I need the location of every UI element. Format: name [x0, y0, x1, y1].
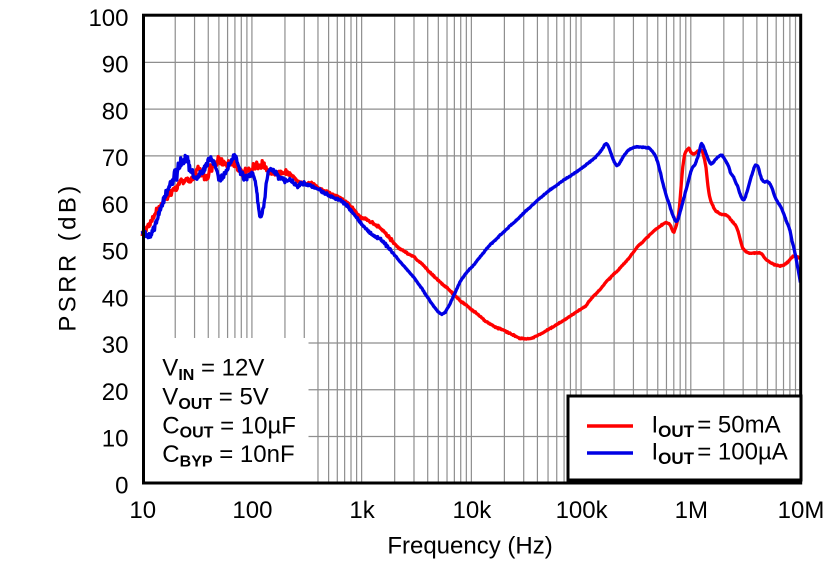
svg-text:20: 20 [102, 379, 129, 406]
svg-text:PSRR (dB): PSRR (dB) [55, 182, 82, 331]
svg-text:10M: 10M [778, 497, 825, 524]
svg-text:80: 80 [102, 98, 129, 125]
svg-text:30: 30 [102, 332, 129, 359]
svg-text:50: 50 [102, 239, 129, 266]
svg-text:100k: 100k [556, 497, 609, 524]
svg-text:100: 100 [232, 497, 272, 524]
svg-text:COUT = 10µF: COUT = 10µF [162, 412, 296, 441]
svg-text:60: 60 [102, 192, 129, 219]
svg-text:1k: 1k [349, 497, 375, 524]
svg-text:0: 0 [115, 473, 128, 500]
svg-text:10: 10 [129, 497, 156, 524]
svg-text:1M: 1M [675, 497, 708, 524]
svg-text:VOUT = 5V: VOUT = 5V [162, 384, 269, 413]
svg-text:70: 70 [102, 145, 129, 172]
svg-text:90: 90 [102, 52, 129, 79]
svg-text:100: 100 [88, 5, 128, 32]
svg-text:Frequency (Hz): Frequency (Hz) [387, 533, 552, 560]
svg-text:40: 40 [102, 285, 129, 312]
svg-text:10: 10 [102, 426, 129, 453]
svg-text:10k: 10k [453, 497, 493, 524]
svg-text:VIN = 12V: VIN = 12V [162, 355, 264, 384]
